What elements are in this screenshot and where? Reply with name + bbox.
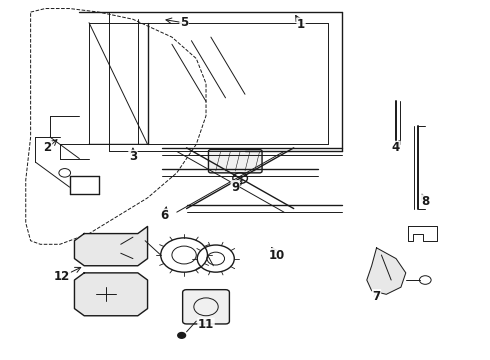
Circle shape [102,247,110,252]
Polygon shape [74,273,147,316]
Text: 1: 1 [297,18,305,31]
FancyBboxPatch shape [183,290,229,324]
Text: 8: 8 [421,195,429,208]
Text: 7: 7 [372,289,381,303]
Text: 11: 11 [198,318,214,331]
Text: 5: 5 [180,16,188,29]
Text: 12: 12 [54,270,71,283]
Text: 10: 10 [269,248,285,261]
Polygon shape [74,226,147,266]
FancyBboxPatch shape [208,150,262,173]
Text: 6: 6 [161,209,169,222]
Text: 3: 3 [129,150,137,163]
Circle shape [178,333,186,338]
Polygon shape [367,248,406,294]
Text: 4: 4 [392,141,400,154]
Text: 9: 9 [231,181,240,194]
Text: 2: 2 [44,141,52,154]
